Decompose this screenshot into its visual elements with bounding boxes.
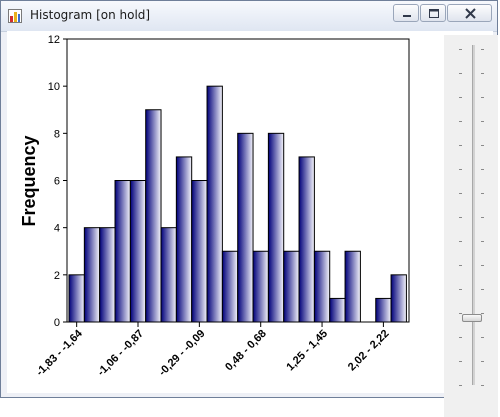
slider-tick bbox=[459, 337, 462, 338]
y-tick-label: 8 bbox=[54, 128, 60, 140]
slider-tick bbox=[481, 385, 484, 386]
slider-tick bbox=[481, 169, 484, 170]
slider-tick bbox=[459, 73, 462, 74]
y-tick-label: 10 bbox=[48, 81, 60, 93]
slider-tick bbox=[459, 313, 462, 314]
slider-tick bbox=[459, 145, 462, 146]
histogram-bar bbox=[129, 180, 147, 323]
window-title: Histogram [on hold] bbox=[30, 8, 151, 22]
close-icon bbox=[465, 8, 476, 19]
histogram-chart: 0 2 4 6 8 10 12 -1,83 - -1,64 -1,06 - -0,87 -0,2… bbox=[19, 34, 410, 378]
slider-tick bbox=[481, 241, 484, 242]
maximize-icon bbox=[429, 9, 439, 18]
y-tick-label: 4 bbox=[54, 223, 60, 235]
zoom-slider-panel bbox=[444, 35, 498, 417]
x-tick-label: -0,29 - -0,09 bbox=[157, 328, 208, 379]
chart-app-icon bbox=[8, 9, 22, 23]
histogram-bar bbox=[114, 180, 131, 323]
histogram-bar bbox=[206, 85, 223, 323]
slider-tick bbox=[459, 121, 462, 122]
slider-tick bbox=[481, 97, 484, 98]
slider-tick bbox=[481, 361, 484, 362]
slider-tick bbox=[481, 289, 484, 290]
histogram-bar bbox=[83, 227, 101, 323]
slider-track[interactable] bbox=[472, 45, 475, 385]
slider-tick bbox=[459, 97, 462, 98]
slider-tick bbox=[481, 49, 484, 50]
histogram-bar bbox=[267, 132, 285, 323]
slider-tick bbox=[459, 169, 462, 170]
y-tick-label: 6 bbox=[54, 176, 60, 188]
plot-frame bbox=[66, 38, 410, 323]
histogram-bar bbox=[298, 156, 315, 323]
chart-panel: 0 2 4 6 8 10 12 -1,83 - -1,64 -1,06 - -0,87 -0,2… bbox=[7, 31, 440, 393]
slider-tick bbox=[459, 265, 462, 266]
slider-tick bbox=[481, 193, 484, 194]
histogram-bar bbox=[191, 180, 208, 323]
histogram-bar bbox=[252, 250, 269, 323]
minimize-icon bbox=[403, 15, 411, 17]
minimize-button[interactable] bbox=[393, 4, 419, 22]
x-tick-label: 2,02 - 2,22 bbox=[346, 328, 392, 374]
slider-thumb[interactable] bbox=[462, 313, 482, 322]
close-button[interactable] bbox=[447, 4, 492, 22]
slider-tick bbox=[481, 145, 484, 146]
client-area: 0 2 4 6 8 10 12 -1,83 - -1,64 -1,06 - -0,87 -0,2… bbox=[7, 31, 498, 417]
slider-tick bbox=[459, 385, 462, 386]
y-tick-label: 0 bbox=[54, 317, 60, 329]
slider-tick bbox=[481, 217, 484, 218]
y-axis-title: Frequency bbox=[19, 135, 39, 226]
y-tick-label: 2 bbox=[54, 270, 60, 282]
slider-tick bbox=[459, 361, 462, 362]
slider-tick bbox=[459, 217, 462, 218]
x-tick-label: -1,06 - -0,87 bbox=[95, 328, 146, 379]
histogram-bar bbox=[160, 227, 177, 323]
x-tick-label: 1,25 - 1,45 bbox=[284, 328, 330, 374]
histogram-bar bbox=[68, 274, 85, 323]
title-bar[interactable]: Histogram [on hold] bbox=[1, 1, 497, 32]
histogram-bar bbox=[145, 109, 162, 323]
slider-tick bbox=[481, 121, 484, 122]
histogram-bar bbox=[344, 250, 361, 323]
y-axis: 0 2 4 6 8 10 12 bbox=[48, 34, 67, 329]
slider-tick bbox=[481, 313, 484, 314]
histogram-bar bbox=[99, 227, 116, 323]
slider-tick bbox=[481, 337, 484, 338]
histogram-bar bbox=[313, 250, 331, 323]
bars-group bbox=[68, 85, 407, 323]
maximize-button[interactable] bbox=[420, 4, 446, 22]
histogram-bar bbox=[221, 250, 239, 323]
x-tick-label: 0,48 - 0,68 bbox=[223, 328, 269, 374]
histogram-bar bbox=[175, 156, 193, 323]
y-tick-label: 12 bbox=[48, 34, 60, 46]
histogram-bar bbox=[329, 297, 346, 323]
histogram-bar bbox=[237, 132, 254, 323]
slider-tick bbox=[481, 73, 484, 74]
slider-tick bbox=[459, 193, 462, 194]
slider-tick bbox=[459, 241, 462, 242]
histogram-bar bbox=[375, 297, 392, 323]
histogram-bar bbox=[283, 250, 300, 323]
slider-tick bbox=[481, 265, 484, 266]
x-tick-label: -1,83 - -1,64 bbox=[34, 327, 85, 378]
slider-tick bbox=[459, 289, 462, 290]
x-axis: -1,83 - -1,64 -1,06 - -0,87 -0,29 - -0,09 0… bbox=[34, 322, 392, 378]
histogram-bar bbox=[390, 274, 407, 323]
slider-tick bbox=[459, 49, 462, 50]
